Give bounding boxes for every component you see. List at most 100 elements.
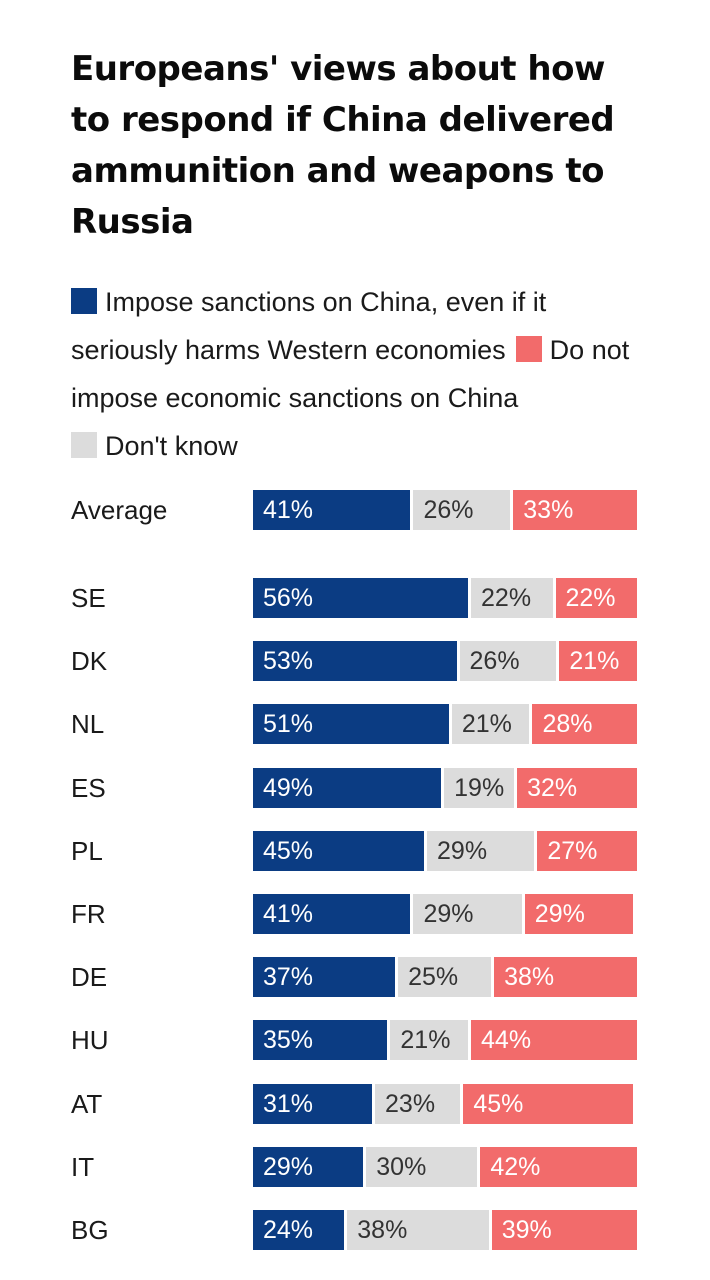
bar-dk: 53% 26% 21%	[253, 641, 637, 681]
category-label-at: AT	[71, 1089, 103, 1119]
bar-at: 31% 23% 45%	[253, 1084, 637, 1124]
legend-item-impose: Impose sanctions on China, even if it se…	[71, 287, 546, 365]
bar-fr: 41% 29% 29%	[253, 894, 637, 934]
data-label: 23%	[385, 1090, 436, 1118]
data-label: 29%	[423, 900, 474, 928]
bar-segment-impose: 51%	[253, 704, 449, 744]
bar-segment-dont-know: 30%	[363, 1147, 478, 1187]
bar-segment-impose: 24%	[253, 1210, 345, 1250]
bar-segment-not-impose: 33%	[510, 490, 637, 530]
bar-segment-not-impose: 42%	[477, 1147, 637, 1187]
data-label: 49%	[263, 774, 314, 802]
data-label: 45%	[473, 1090, 524, 1118]
data-label: 45%	[263, 837, 314, 865]
category-label-pl: PL	[71, 836, 103, 866]
legend: Impose sanctions on China, even if it se…	[71, 278, 631, 470]
data-label: 26%	[469, 647, 520, 675]
data-label: 19%	[454, 774, 505, 802]
bar-hu: 35% 21% 44%	[253, 1020, 637, 1060]
data-label: 30%	[376, 1153, 427, 1181]
bar-segment-impose: 29%	[253, 1147, 364, 1187]
category-label-it: IT	[71, 1152, 95, 1182]
bar-segment-not-impose: 39%	[488, 1210, 637, 1250]
category-label-bg: BG	[71, 1215, 109, 1245]
data-label: 38%	[504, 963, 555, 991]
category-label-dk: DK	[71, 646, 108, 676]
bar-segment-dont-know: 19%	[441, 768, 515, 808]
bar-segment-impose: 53%	[253, 641, 457, 681]
bar-segment-impose: 37%	[253, 957, 396, 997]
data-label: 33%	[523, 496, 574, 524]
legend-swatch-not-impose	[515, 336, 542, 362]
bar-segment-not-impose: 22%	[552, 578, 637, 618]
category-label-average: Average	[71, 495, 168, 525]
data-label: 29%	[534, 900, 585, 928]
data-label: 32%	[527, 774, 578, 802]
bar-es: 49% 19% 32%	[253, 768, 637, 808]
data-label: 21%	[569, 647, 620, 675]
data-label: 25%	[408, 963, 459, 991]
data-label: 53%	[263, 647, 314, 675]
data-label: 44%	[481, 1026, 532, 1054]
bar-segment-dont-know: 23%	[372, 1084, 461, 1124]
bar-nl: 51% 21% 28%	[253, 704, 637, 744]
bar-segment-impose: 45%	[253, 831, 425, 871]
data-label: 28%	[542, 710, 593, 738]
data-label: 21%	[400, 1026, 451, 1054]
bar-segment-not-impose: 29%	[521, 894, 634, 934]
data-label: 51%	[263, 710, 314, 738]
category-label-hu: HU	[71, 1025, 109, 1055]
bar-segment-not-impose: 44%	[468, 1020, 637, 1060]
bar-segment-dont-know: 21%	[387, 1020, 469, 1060]
category-label-fr: FR	[71, 899, 106, 929]
category-label-de: DE	[71, 962, 108, 992]
bar-segment-dont-know: 26%	[456, 641, 557, 681]
data-label: 27%	[547, 837, 598, 865]
bar-pl: 45% 29% 27%	[253, 831, 638, 871]
bar-segment-dont-know: 38%	[344, 1210, 489, 1250]
bar-it: 29% 30% 42%	[253, 1147, 637, 1187]
legend-swatch-dont-know	[71, 432, 97, 458]
data-label: 41%	[263, 900, 314, 928]
bar-se: 56% 22% 22%	[253, 578, 637, 618]
data-label: 35%	[263, 1026, 314, 1054]
category-label-es: ES	[71, 773, 106, 803]
bar-segment-impose: 41%	[253, 894, 411, 934]
bar-segment-impose: 49%	[253, 768, 442, 808]
bar-segment-not-impose: 45%	[460, 1084, 634, 1124]
data-label: 29%	[263, 1153, 314, 1181]
bar-segment-not-impose: 38%	[491, 957, 637, 997]
bar-segment-dont-know: 26%	[410, 490, 511, 530]
data-label: 31%	[263, 1090, 314, 1118]
bar-segment-not-impose: 32%	[514, 768, 637, 808]
bar-de: 37% 25% 38%	[253, 957, 637, 997]
bar-segment-impose: 56%	[253, 578, 469, 618]
legend-item-dont-know: Don't know	[71, 422, 238, 470]
chart-title: Europeans' views about how to respond if…	[71, 49, 615, 242]
data-label: 24%	[263, 1216, 314, 1244]
bar-segment-impose: 31%	[253, 1084, 373, 1124]
bar-segment-dont-know: 21%	[448, 704, 530, 744]
data-label: 37%	[263, 963, 314, 991]
bar-segment-dont-know: 29%	[424, 831, 535, 871]
data-label: 29%	[437, 837, 488, 865]
legend-label-impose: Impose sanctions on China, even if it se…	[71, 287, 547, 365]
data-label: 22%	[481, 584, 532, 612]
data-label: 21%	[461, 710, 512, 738]
bar-segment-not-impose: 21%	[556, 641, 637, 681]
data-label: 56%	[263, 584, 314, 612]
legend-label-dont-know: Don't know	[105, 431, 238, 461]
category-label-nl: NL	[71, 709, 105, 739]
bar-segment-dont-know: 29%	[410, 894, 522, 934]
data-label: 42%	[490, 1153, 541, 1181]
legend-label-not-impose: Do not impose economic sanctions on Chin…	[71, 335, 630, 413]
bar-segment-impose: 35%	[253, 1020, 388, 1060]
bar-bg: 24% 38% 39%	[253, 1210, 637, 1250]
data-label: 26%	[423, 496, 474, 524]
data-label: 41%	[263, 496, 314, 524]
data-label: 39%	[501, 1216, 552, 1244]
bar-segment-dont-know: 22%	[468, 578, 553, 618]
bar-segment-dont-know: 25%	[395, 957, 492, 997]
legend-item-not-impose: Do not impose economic sanctions on Chin…	[71, 335, 629, 413]
legend-swatch-impose	[71, 288, 97, 314]
